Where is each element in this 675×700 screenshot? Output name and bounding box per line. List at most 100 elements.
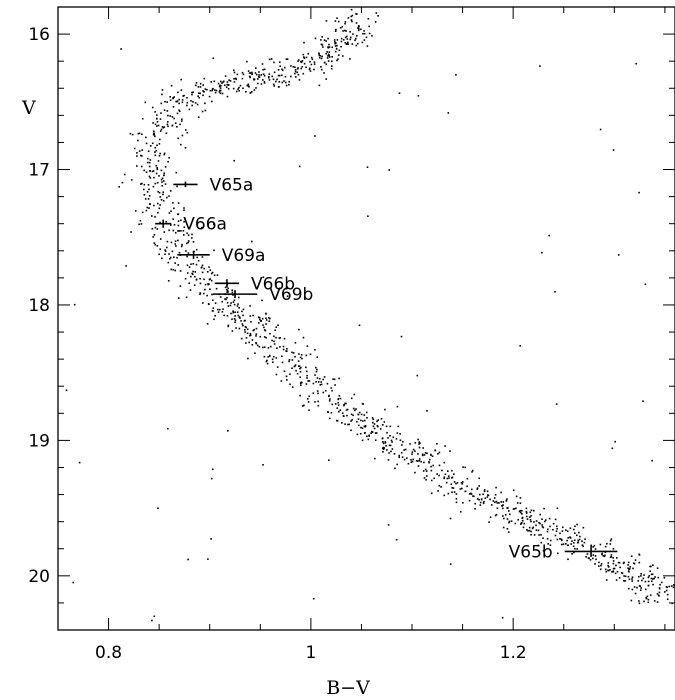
star-point (149, 159, 152, 161)
star-point (384, 408, 386, 411)
star-point (227, 325, 229, 328)
star-point (177, 220, 180, 222)
star-point (159, 118, 162, 120)
star-point (606, 542, 608, 545)
star-point (356, 13, 358, 15)
star-point (241, 323, 244, 325)
star-point (656, 601, 659, 603)
star-point (148, 188, 150, 191)
star-point (203, 267, 205, 270)
star-point (194, 102, 197, 104)
star-point (521, 513, 523, 515)
star-point (204, 283, 207, 286)
star-point (352, 407, 355, 410)
star-point (201, 256, 204, 258)
star-point (594, 563, 596, 565)
star-point (276, 78, 278, 81)
star-point (647, 580, 650, 583)
star-point (236, 305, 239, 307)
star-point (173, 224, 176, 226)
star-point (576, 534, 578, 537)
star-label-v66b: V66b (251, 274, 295, 294)
star-point (357, 418, 360, 420)
star-point (391, 441, 393, 443)
star-point (273, 61, 275, 64)
star-point (258, 316, 261, 319)
star-point (175, 171, 178, 174)
star-point (195, 84, 197, 87)
star-point (388, 444, 391, 447)
star-point (415, 459, 418, 462)
field-star-point (120, 48, 122, 50)
star-point (421, 453, 424, 455)
star-point (519, 511, 522, 514)
star-point (148, 207, 150, 209)
star-point (371, 431, 374, 433)
star-point (156, 125, 158, 127)
star-point (303, 41, 305, 44)
star-point (471, 488, 473, 491)
star-point (525, 507, 528, 510)
star-point (599, 543, 602, 546)
star-point (371, 417, 374, 419)
star-point (368, 434, 370, 437)
star-point (253, 328, 255, 331)
star-point (259, 318, 261, 321)
star-point (636, 586, 638, 589)
star-point (199, 86, 202, 88)
star-point (482, 493, 484, 496)
star-point (474, 502, 476, 505)
star-point (181, 118, 183, 121)
star-point (189, 289, 192, 291)
star-point (344, 423, 346, 425)
star-point (555, 530, 558, 532)
star-point (672, 586, 675, 589)
star-point (156, 181, 159, 184)
star-point (291, 386, 294, 388)
star-point (214, 302, 217, 304)
star-point (363, 414, 366, 416)
star-point (278, 337, 281, 339)
star-point (213, 274, 216, 277)
star-point (199, 227, 201, 230)
star-point (314, 349, 316, 351)
star-point (335, 47, 338, 50)
star-point (376, 424, 379, 427)
star-point (303, 56, 305, 58)
star-point (192, 270, 194, 273)
star-point (250, 321, 252, 323)
star-point (159, 238, 162, 240)
star-point (483, 500, 485, 503)
star-point (146, 206, 149, 209)
star-point (573, 539, 576, 541)
star-point (242, 73, 245, 76)
star-point (296, 372, 299, 375)
star-point (161, 257, 163, 260)
star-point (418, 441, 420, 443)
star-point (186, 104, 188, 107)
star-point (357, 42, 359, 45)
star-point (211, 271, 214, 274)
star-point (208, 278, 211, 281)
star-point (303, 62, 306, 65)
star-point (335, 42, 337, 44)
star-point (327, 47, 330, 49)
star-point (294, 364, 297, 366)
star-point (403, 458, 406, 461)
star-point (301, 357, 303, 360)
star-point (176, 256, 178, 259)
star-point (187, 240, 190, 242)
star-point (145, 171, 148, 173)
star-point (604, 568, 607, 571)
star-point (425, 479, 427, 481)
star-point (275, 373, 278, 376)
star-point (561, 530, 564, 532)
star-point (372, 425, 375, 428)
star-point (282, 69, 284, 72)
star-point (498, 502, 500, 504)
star-point (201, 266, 203, 268)
star-point (188, 266, 191, 268)
star-point (602, 555, 605, 557)
star-point (336, 407, 339, 409)
star-point (216, 274, 219, 276)
